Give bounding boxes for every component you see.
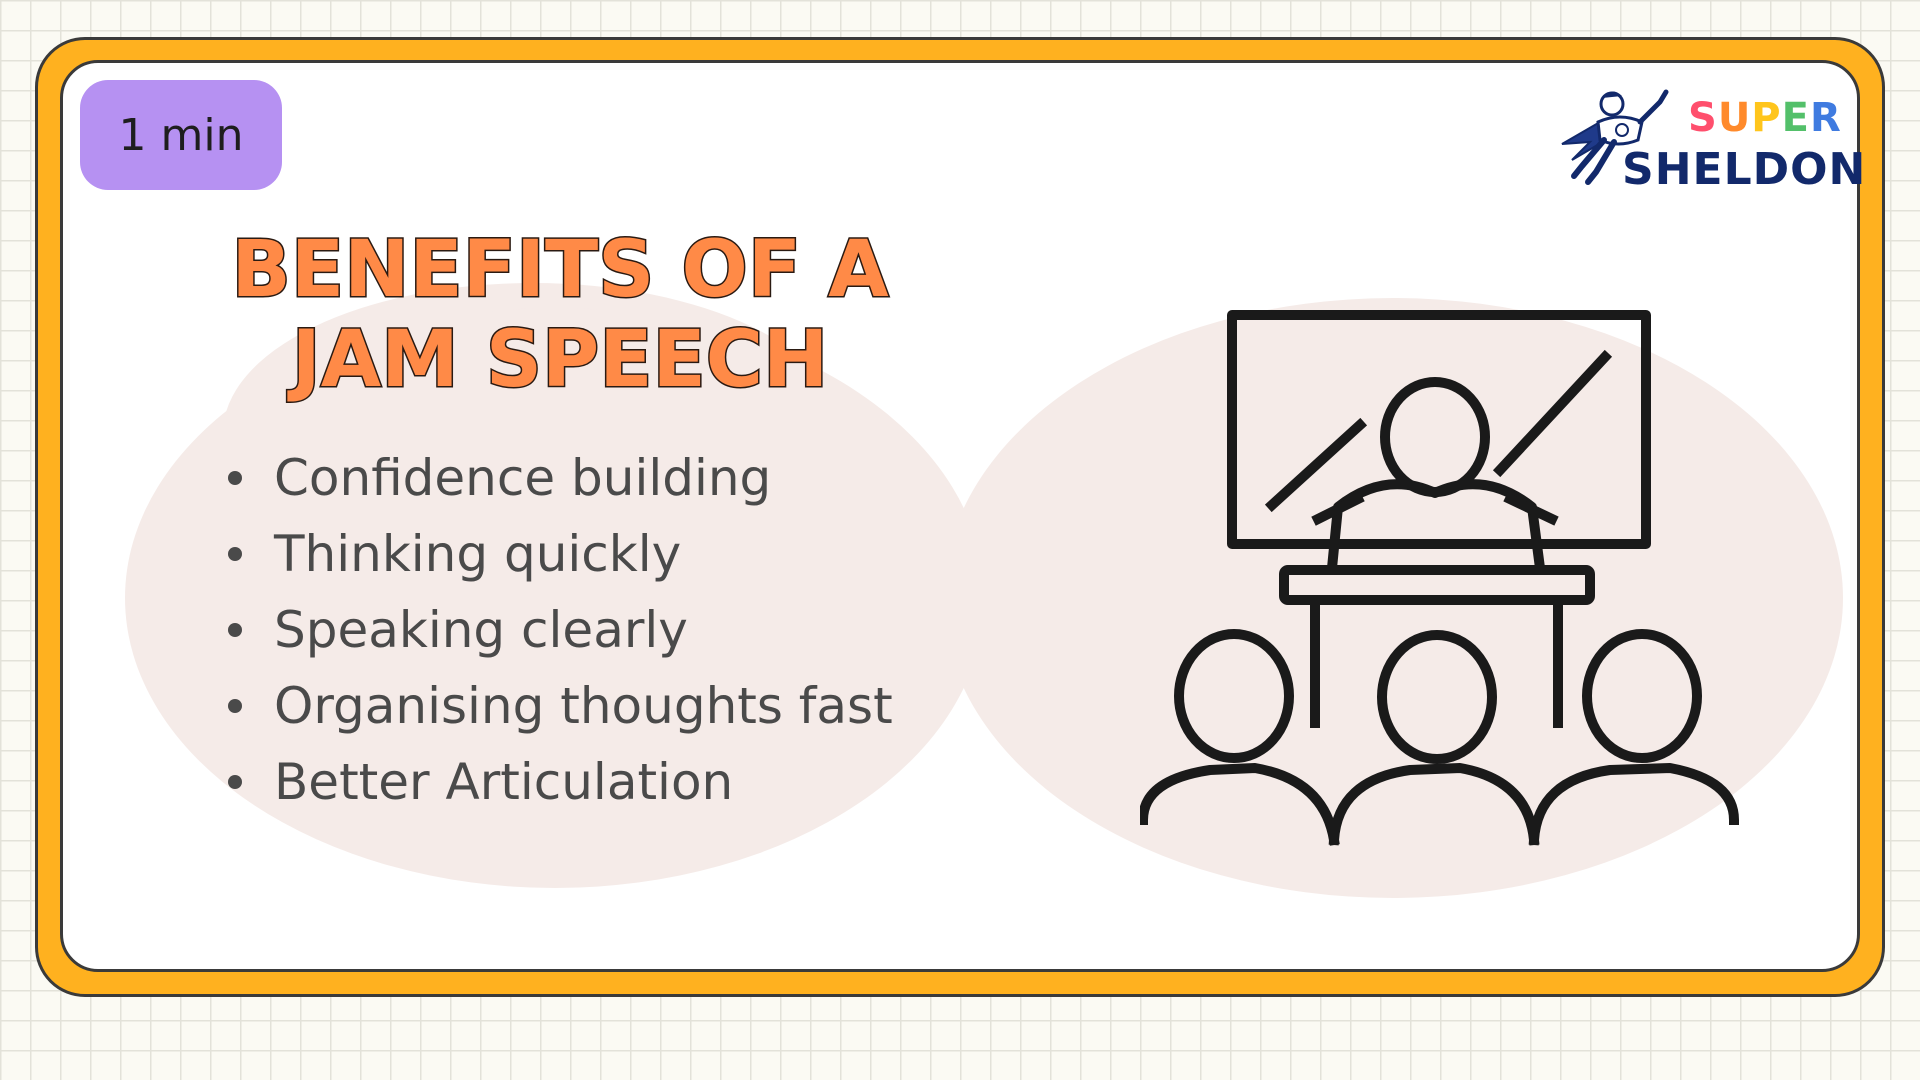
bullet-icon [228,623,242,637]
bullet-icon [228,699,242,713]
slide-title: Benefits of a JAM Speech [230,224,890,407]
logo-letter: R [1809,95,1842,141]
benefit-text: Organising thoughts fast [274,677,893,735]
speaker-at-podium-audience-icon [1140,310,1740,846]
slide-card [60,60,1860,972]
benefit-text: Confidence building [274,449,772,507]
logo-word-sheldon: SHELDON [1622,144,1867,195]
list-item: Better Articulation [228,744,893,820]
benefit-text: Better Articulation [274,753,734,811]
bullet-icon [228,471,242,485]
logo-word-super: SUPER [1688,98,1842,138]
flying-superhero-icon [1561,89,1669,185]
logo-letter: U [1717,95,1752,141]
list-item: Confidence building [228,440,893,516]
list-item: Organising thoughts fast [228,668,893,744]
list-item: Speaking clearly [228,592,893,668]
benefits-list: Confidence building Thinking quickly Spe… [228,440,893,820]
logo-letter: E [1781,95,1810,141]
benefit-text: Thinking quickly [274,525,682,583]
benefit-text: Speaking clearly [274,601,688,659]
background-blob [125,308,985,888]
bullet-icon [228,775,242,789]
super-sheldon-logo: SUPER SHELDON [1560,82,1865,207]
list-item: Thinking quickly [228,516,893,592]
bullet-icon [228,547,242,561]
logo-letter: S [1688,95,1718,141]
timer-badge: 1 min [80,80,282,190]
timer-label: 1 min [118,109,244,161]
logo-letter: P [1751,95,1782,141]
